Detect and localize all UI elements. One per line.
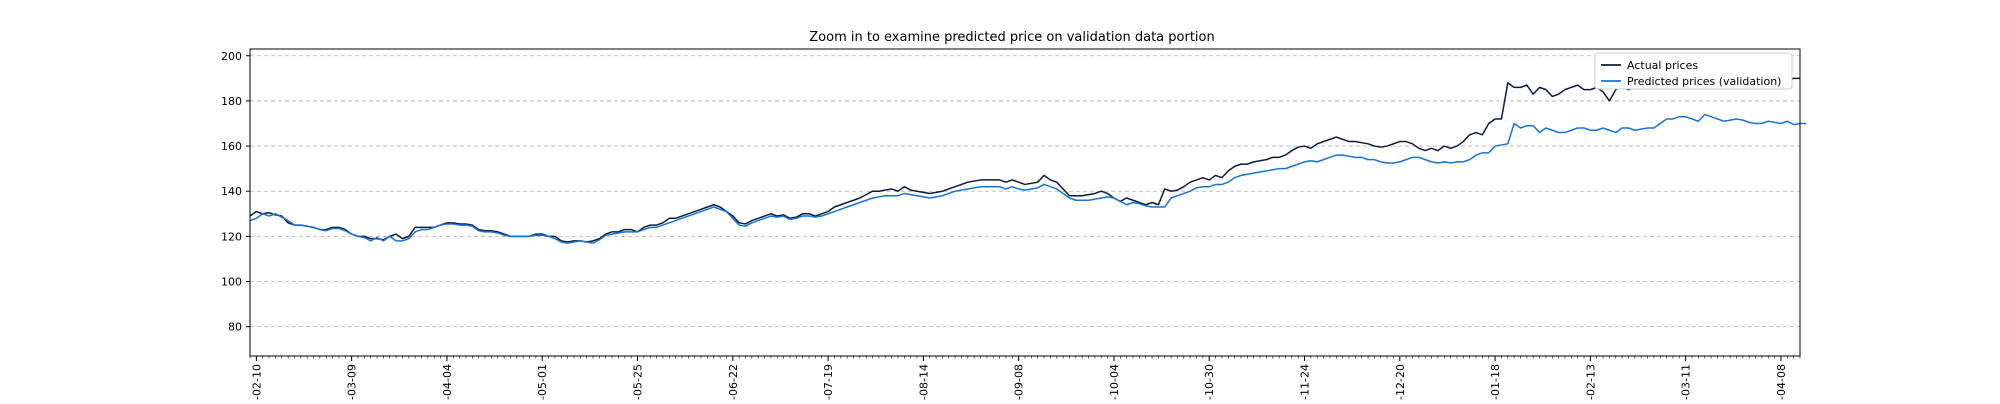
legend-box [1594,52,1793,90]
x-tick-label: -07-19 [822,364,835,400]
x-axis: -02-10 -03-09 -04-04 -05-01 -05-25 -06-22 -07-… [249,356,1801,400]
y-tick-label: 160 [221,140,242,153]
x-tick-label: -02-13 [1584,364,1597,400]
x-tick-label: -10-04 [1108,364,1121,400]
x-tick-label: -06-22 [727,364,740,400]
x-tick-label: -12-20 [1394,364,1407,400]
y-axis: 80 100 120 140 160 180 200 [221,50,250,334]
x-tick-label: -04-08 [1775,364,1788,400]
x-tick-label: -11-24 [1299,364,1312,400]
y-tick-label: 120 [221,230,242,243]
x-tick-label: -03-11 [1680,364,1693,400]
actual-prices-line [249,61,1800,243]
y-tick-label: 200 [221,50,242,63]
grid-lines [250,55,1800,328]
x-tick-label: -04-04 [441,364,454,400]
chart-title: Zoom in to examine predicted price on va… [809,30,1214,45]
x-tick-label: -03-09 [346,364,359,400]
x-tick-label: -05-01 [536,364,549,400]
y-tick-label: 140 [221,185,242,198]
legend-label: Actual prices [1627,59,1698,72]
y-tick-label: 180 [221,95,242,108]
x-tick-label: -05-25 [632,364,645,400]
legend: Actual prices Predicted prices (validatio… [1594,52,1793,90]
y-tick-label: 100 [221,276,242,289]
series-lines [249,61,1807,244]
x-tick-label: -09-08 [1013,364,1026,400]
x-tick-label: -10-30 [1203,364,1216,400]
predicted-prices-line [249,113,1807,244]
x-tick-label: -02-10 [250,364,263,400]
x-tick-label: -01-18 [1489,364,1502,400]
y-tick-label: 80 [228,321,242,334]
plot-frame [249,48,1801,357]
legend-label: Predicted prices (validation) [1627,75,1781,88]
x-tick-label: -08-14 [917,364,930,400]
